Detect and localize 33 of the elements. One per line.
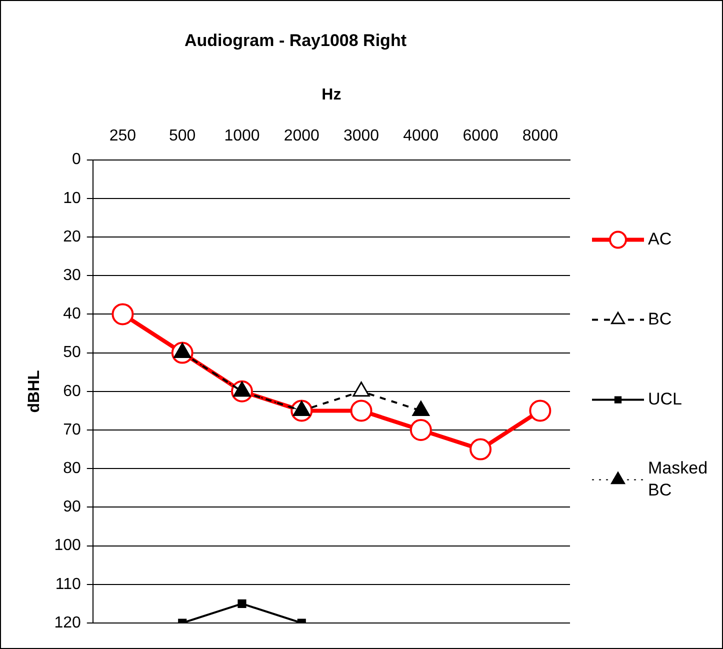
x-tick-label: 4000 <box>403 128 439 145</box>
y-tick-label: 60 <box>63 382 81 400</box>
y-tick-label: 110 <box>55 576 81 593</box>
x-tick-label: 250 <box>109 128 136 145</box>
point <box>350 400 372 422</box>
legend-label: Masked BC <box>648 458 708 500</box>
legend-label: AC <box>648 229 672 248</box>
x-tick-label: 6000 <box>462 128 498 145</box>
x-tick-label: 500 <box>169 128 196 145</box>
x-tick-label: 1000 <box>224 128 260 145</box>
point <box>112 303 134 326</box>
x-tick-label: 8000 <box>522 128 558 145</box>
y-tick-label: 100 <box>54 537 81 554</box>
y-tick-label: 0 <box>72 151 81 168</box>
x-tick-label: 3000 <box>343 128 380 145</box>
y-tick-label: 40 <box>63 306 81 323</box>
y-tick-label: 20 <box>63 228 81 246</box>
chart-title: Audiogram - Ray1008 Right <box>184 30 407 50</box>
point <box>470 438 492 460</box>
legend-label: UCL <box>648 389 682 408</box>
y-tick-label: 90 <box>63 498 81 516</box>
y-tick-label: 50 <box>63 344 81 362</box>
y-axis-title: dBHL <box>26 370 44 413</box>
point <box>410 419 432 441</box>
y-tick-label: 70 <box>63 421 81 438</box>
y-tick-label: 80 <box>63 460 81 478</box>
y-tick-label: 120 <box>54 614 81 632</box>
x-axis-title: Hz <box>322 86 342 104</box>
y-tick-label: 30 <box>63 267 81 284</box>
legend-label: BC <box>648 309 672 328</box>
x-tick-label: 2000 <box>284 128 320 145</box>
y-tick-label: 10 <box>63 190 81 207</box>
point <box>529 400 552 422</box>
